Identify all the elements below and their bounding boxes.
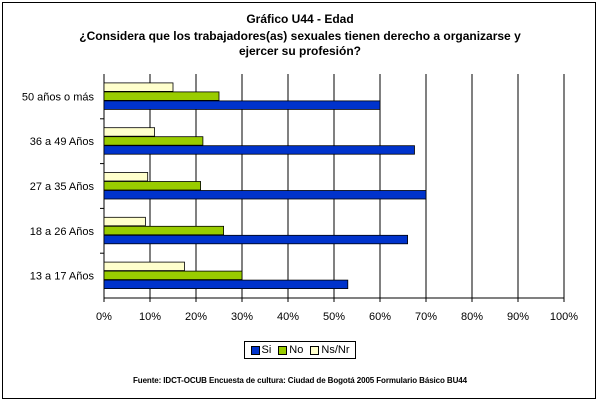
bar [103, 234, 409, 245]
x-tick-label: 0% [96, 311, 112, 323]
x-tick-label: 30% [231, 311, 253, 323]
bar [103, 145, 415, 155]
bar [103, 261, 185, 272]
legend-item-si: Si [250, 344, 272, 356]
x-tick-label: 100% [550, 311, 578, 323]
bar [103, 181, 201, 191]
source-note: Fuente: IDCT-OCUB Encuesta de cultura: C… [133, 376, 467, 385]
bar [103, 172, 149, 182]
x-tick-label: 70% [415, 311, 437, 323]
bar [103, 100, 381, 110]
bar [103, 216, 146, 227]
bar [103, 91, 220, 101]
y-category-label: 13 a 17 Años [30, 271, 95, 283]
x-tick-label: 40% [277, 311, 299, 323]
legend-swatch-nsnr [310, 345, 320, 355]
legend-item-no: No [278, 344, 303, 356]
bar [103, 225, 224, 236]
legend-label-no: No [289, 344, 304, 356]
bar [103, 190, 427, 200]
legend-swatch-no [278, 345, 288, 355]
chart-legend: Si No Ns/Nr [244, 341, 356, 359]
bar [103, 136, 204, 146]
legend-label-nsnr: Ns/Nr [321, 344, 350, 356]
x-tick-label: 50% [323, 311, 345, 323]
x-tick-label: 60% [369, 311, 391, 323]
bar [103, 270, 243, 281]
chart-subtitle: ¿Considera que los trabajadores(as) sexu… [79, 29, 521, 58]
x-tick-label: 20% [185, 311, 207, 323]
x-tick-label: 80% [461, 311, 483, 323]
y-category-label: 36 a 49 Años [30, 136, 95, 148]
x-tick-label: 90% [507, 311, 529, 323]
x-tick-label: 10% [139, 311, 161, 323]
bar [103, 127, 155, 137]
bar [103, 279, 349, 290]
y-category-label: 27 a 35 Años [30, 181, 95, 193]
legend-label-si: Si [261, 344, 272, 356]
legend-swatch-si [250, 345, 260, 355]
y-category-label: 50 años o más [22, 91, 95, 103]
legend-item-nsnr: Ns/Nr [310, 344, 349, 356]
chart-title: Gráfico U44 - Edad [246, 12, 354, 26]
y-category-label: 18 a 26 Años [30, 226, 95, 238]
bar [103, 82, 174, 92]
